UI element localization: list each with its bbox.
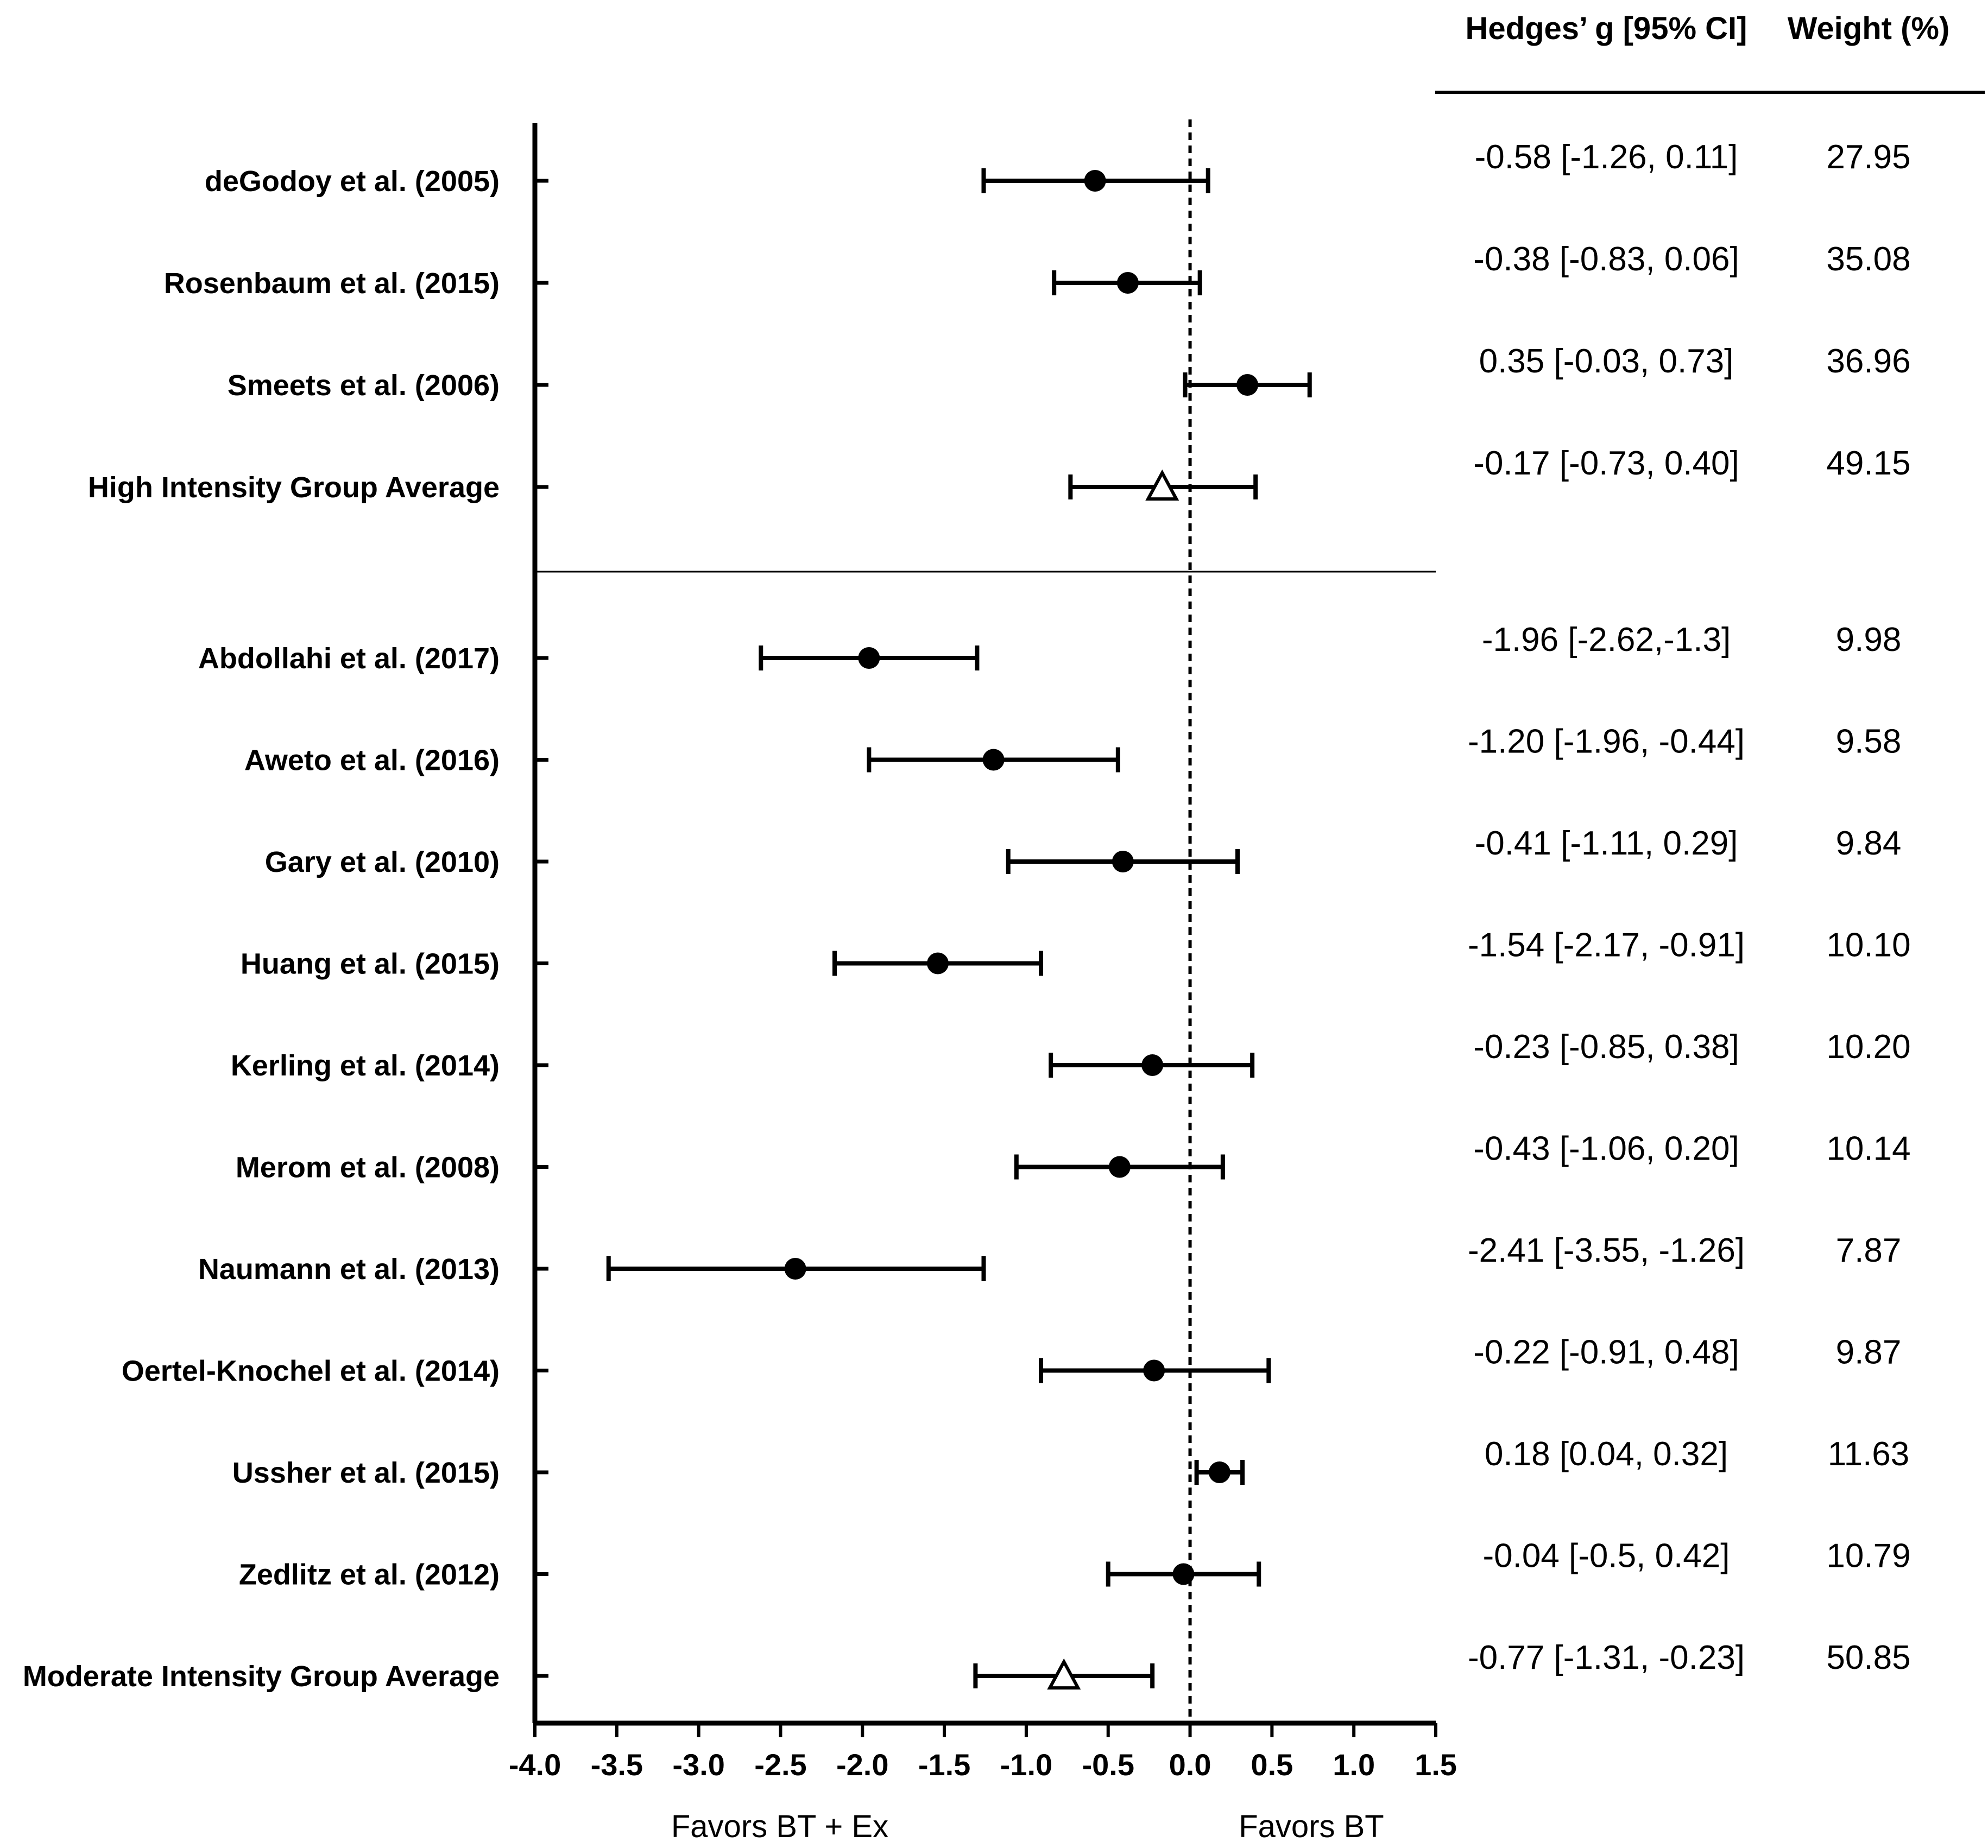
effect-ci-text: -0.04 [-0.5, 0.42] [1483, 1537, 1730, 1575]
pooled-estimate-triangle [1047, 1658, 1081, 1690]
study-label: Moderate Intensity Group Average [23, 1660, 500, 1693]
effect-ci-text: -0.22 [-0.91, 0.48] [1473, 1334, 1739, 1371]
x-tick-label: -1.0 [1000, 1748, 1053, 1782]
point-estimate [1084, 170, 1106, 192]
effect-column-header: Hedges’ g [95% CI] [1466, 11, 1747, 46]
favors-right-label: Favors BT [1239, 1809, 1384, 1844]
point-estimate [858, 647, 880, 669]
point-estimate [1141, 1054, 1164, 1076]
x-tick-label: -2.0 [836, 1748, 889, 1782]
study-label: Aweto et al. (2016) [244, 744, 500, 777]
pooled-estimate-triangle [1145, 469, 1179, 501]
weight-text: 9.84 [1836, 825, 1902, 862]
effect-ci-text: 0.35 [-0.03, 0.73] [1479, 343, 1734, 380]
x-tick-label: -3.5 [591, 1748, 643, 1782]
x-tick-label: -0.5 [1082, 1748, 1134, 1782]
x-tick-label: -2.5 [754, 1748, 807, 1782]
study-row: Zedlitz et al. (2012) -0.04 [-0.5, 0.42] 1… [239, 1537, 1911, 1591]
x-tick-label: 0.0 [1169, 1748, 1211, 1782]
point-estimate [1112, 851, 1134, 872]
weight-text: 10.10 [1826, 927, 1910, 964]
effect-ci-text: -1.54 [-2.17, -0.91] [1468, 927, 1745, 964]
study-row: deGodoy et al. (2005) -0.58 [-1.26, 0.11]… [205, 138, 1911, 198]
weight-text: 7.87 [1836, 1232, 1902, 1269]
study-label: Abdollahi et al. (2017) [198, 642, 500, 675]
effect-ci-text: -0.43 [-1.06, 0.20] [1473, 1130, 1739, 1168]
study-label: Smeets et al. (2006) [228, 369, 500, 402]
point-estimate [927, 952, 949, 974]
study-label: Oertel-Knochel et al. (2014) [122, 1355, 500, 1388]
weight-text: 9.87 [1836, 1334, 1902, 1371]
study-row: Moderate Intensity Group Average -0.77 [-… [23, 1639, 1911, 1693]
point-estimate [1236, 374, 1259, 396]
x-axis-ticks: -4.0 -3.5 -3.0 -2.5 -2.0 -1.5 -1.0 -0.5 0.0 0.5 1.… [509, 1723, 1457, 1782]
effect-ci-text: -1.20 [-1.96, -0.44] [1468, 723, 1745, 761]
weight-text: 10.20 [1826, 1028, 1910, 1066]
weight-text: 10.14 [1826, 1130, 1910, 1168]
study-label: Rosenbaum et al. (2015) [164, 267, 500, 300]
study-row: High Intensity Group Average -0.17 [-0.73… [88, 445, 1911, 504]
study-row: Rosenbaum et al. (2015) -0.38 [-0.83, 0.0… [164, 241, 1911, 300]
study-row: Huang et al. (2015) -1.54 [-2.17, -0.91] 1… [241, 927, 1911, 980]
effect-ci-text: -0.58 [-1.26, 0.11] [1475, 138, 1738, 176]
point-estimate [1208, 1461, 1230, 1483]
point-estimate [784, 1258, 806, 1280]
point-estimate [1108, 1156, 1131, 1178]
weight-text: 50.85 [1826, 1639, 1910, 1676]
x-tick-label: 0.5 [1251, 1748, 1293, 1782]
study-row: Naumann et al. (2013) -2.41 [-3.55, -1.26… [198, 1232, 1902, 1286]
weight-text: 27.95 [1826, 138, 1910, 176]
weight-text: 49.15 [1826, 445, 1910, 482]
effect-ci-text: -0.77 [-1.31, -0.23] [1468, 1639, 1745, 1676]
weight-text: 11.63 [1828, 1435, 1910, 1473]
study-label: Gary et al. (2010) [265, 846, 500, 878]
study-label: Merom et al. (2008) [236, 1151, 500, 1184]
x-tick-label: 1.0 [1333, 1748, 1375, 1782]
x-tick-label: -3.0 [672, 1748, 725, 1782]
favors-left-label: Favors BT + Ex [671, 1809, 888, 1844]
study-row: Merom et al. (2008) -0.43 [-1.06, 0.20] 10… [236, 1130, 1911, 1184]
study-label: High Intensity Group Average [88, 471, 500, 504]
effect-ci-text: -2.41 [-3.55, -1.26] [1468, 1232, 1745, 1269]
point-estimate [1172, 1563, 1195, 1585]
x-tick-label: 1.5 [1415, 1748, 1457, 1782]
study-row: Ussher et al. (2015) 0.18 [0.04, 0.32] 11.… [232, 1435, 1910, 1489]
study-label: Naumann et al. (2013) [198, 1253, 500, 1286]
study-row: Gary et al. (2010) -0.41 [-1.11, 0.29] 9.8… [265, 825, 1902, 878]
effect-ci-text: -0.23 [-0.85, 0.38] [1473, 1028, 1739, 1066]
study-rows: deGodoy et al. (2005) -0.58 [-1.26, 0.11]… [23, 138, 1911, 1693]
study-label: Kerling et al. (2014) [231, 1049, 500, 1082]
point-estimate [1116, 272, 1139, 294]
weight-text: 35.08 [1826, 241, 1910, 278]
study-row: Kerling et al. (2014) -0.23 [-0.85, 0.38]… [231, 1028, 1911, 1082]
effect-ci-text: 0.18 [0.04, 0.32] [1485, 1435, 1728, 1473]
effect-ci-text: -1.96 [-2.62,-1.3] [1482, 621, 1731, 659]
effect-ci-text: -0.38 [-0.83, 0.06] [1473, 241, 1739, 278]
point-estimate [1143, 1359, 1165, 1382]
study-row: Abdollahi et al. (2017) -1.96 [-2.62,-1.3… [198, 621, 1901, 675]
study-row: Aweto et al. (2016) -1.20 [-1.96, -0.44] 9… [244, 723, 1902, 777]
study-row: Oertel-Knochel et al. (2014) -0.22 [-0.91… [122, 1334, 1902, 1388]
study-label: Huang et al. (2015) [241, 948, 500, 980]
study-label: Ussher et al. (2015) [232, 1457, 500, 1489]
weight-text: 10.79 [1826, 1537, 1910, 1575]
weight-text: 9.98 [1836, 621, 1902, 659]
study-label: deGodoy et al. (2005) [205, 165, 500, 198]
x-tick-label: -4.0 [509, 1748, 561, 1782]
x-tick-label: -1.5 [918, 1748, 971, 1782]
weight-column-header: Weight (%) [1788, 11, 1950, 46]
weight-text: 36.96 [1826, 343, 1910, 380]
effect-ci-text: -0.41 [-1.11, 0.29] [1475, 825, 1738, 862]
weight-text: 9.58 [1836, 723, 1902, 761]
study-row: Smeets et al. (2006) 0.35 [-0.03, 0.73] 36… [228, 343, 1911, 402]
study-label: Zedlitz et al. (2012) [239, 1559, 500, 1591]
effect-ci-text: -0.17 [-0.73, 0.40] [1473, 445, 1739, 482]
point-estimate [982, 749, 1005, 771]
